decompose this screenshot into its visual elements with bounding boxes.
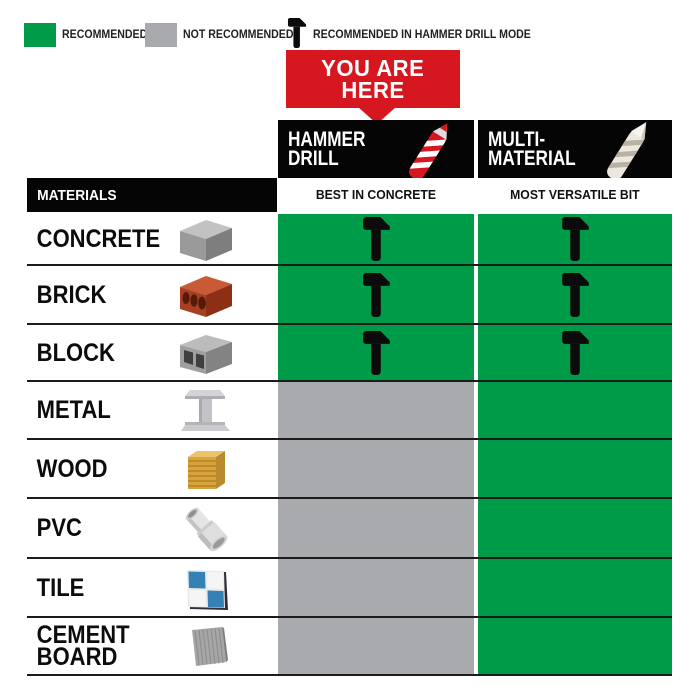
- column-gap: [474, 499, 478, 557]
- legend-not-recommended-label: NOT RECOMMENDED: [183, 29, 294, 41]
- hammer-mode-icon: [287, 18, 307, 48]
- table-row: TILE: [27, 559, 672, 618]
- materials-header-bar: MATERIALS: [27, 178, 277, 212]
- column-gap: [474, 266, 478, 323]
- multi-material-cell: [478, 499, 672, 557]
- material-cell: CEMENT BOARD: [27, 618, 277, 674]
- hammer-drill-cell: [278, 214, 474, 264]
- table-row: WOOD: [27, 440, 672, 499]
- column-gap: [474, 214, 478, 264]
- material-label: BRICK: [36, 280, 107, 309]
- metal-image: [174, 386, 238, 434]
- multi-material-header: MULTI- MATERIAL: [478, 120, 672, 178]
- banner-line1: YOU ARE: [321, 55, 425, 81]
- hammer-drill-cell: [278, 499, 474, 557]
- hammer-drill-title-line1: HAMMER: [288, 128, 366, 151]
- column-gap: [474, 325, 478, 380]
- material-cell: PVC: [27, 499, 277, 557]
- multi-material-cell: [478, 325, 672, 380]
- material-label: BLOCK: [36, 338, 115, 367]
- table-row: METAL: [27, 382, 672, 440]
- hammer-drill-cell: [278, 325, 474, 380]
- hammer-mode-icon: [363, 273, 390, 317]
- material-cell: WOOD: [27, 440, 277, 497]
- multi-material-cell: [478, 618, 672, 674]
- table-row: CONCRETE: [27, 214, 672, 266]
- column-gap: [474, 440, 478, 497]
- column-gap: [474, 382, 478, 438]
- not-recommended-swatch: [145, 23, 177, 47]
- hammer-drill-cell: [278, 382, 474, 438]
- table-row: BRICK: [27, 266, 672, 325]
- material-label: METAL: [36, 396, 111, 424]
- hammer-mode-icon: [363, 331, 390, 375]
- banner-line2: HERE: [341, 77, 405, 103]
- brick-image: [174, 271, 238, 319]
- table-row: PVC: [27, 499, 672, 559]
- material-label: CEMENT BOARD: [36, 621, 130, 671]
- multi-material-subtitle: MOST VERSATILE BIT: [510, 187, 640, 202]
- material-cell: TILE: [27, 559, 277, 616]
- wood-image: [174, 445, 238, 493]
- hammer-drill-cell: [278, 559, 474, 616]
- table-row: CEMENT BOARD: [27, 618, 672, 676]
- material-label: TILE: [36, 573, 85, 602]
- material-cell: METAL: [27, 382, 277, 438]
- column-gap: [474, 618, 478, 674]
- multi-material-title-line1: MULTI-: [488, 128, 546, 151]
- recommended-swatch: [24, 23, 56, 47]
- legend-recommended-label: RECOMMENDED: [62, 29, 148, 41]
- white-multi-bit-image: [604, 122, 647, 178]
- hammer-drill-header: HAMMER DRILL: [278, 120, 474, 178]
- multi-material-cell: [478, 214, 672, 264]
- materials-header-label: MATERIALS: [37, 186, 117, 204]
- pvc-image: [174, 504, 238, 552]
- multi-material-cell: [478, 382, 672, 438]
- block-image: [174, 329, 238, 377]
- material-cell: BLOCK: [27, 325, 277, 380]
- multi-material-cell: [478, 266, 672, 323]
- material-label: WOOD: [36, 454, 108, 483]
- materials-table-rows: CONCRETE BRICK BLOCK METAL WOOD PVC TILE CEMENT…: [27, 214, 672, 676]
- column-gap: [474, 559, 478, 616]
- hammer-mode-icon: [562, 217, 589, 261]
- legend-hammer-mode-label: RECOMMENDED IN HAMMER DRILL MODE: [313, 29, 531, 41]
- you-are-here-banner: YOU ARE HERE: [286, 50, 460, 108]
- cement-board-image: [174, 622, 238, 670]
- hammer-mode-icon: [562, 331, 589, 375]
- multi-material-title-line2: MATERIAL: [488, 147, 576, 170]
- concrete-image: [174, 215, 238, 263]
- hammer-drill-subtitle: BEST IN CONCRETE: [315, 187, 437, 202]
- hammer-drill-cell: [278, 618, 474, 674]
- material-label: PVC: [36, 514, 82, 542]
- hammer-mode-icon: [562, 273, 589, 317]
- hammer-drill-title-line2: DRILL: [288, 147, 339, 170]
- red-masonry-bit-image: [406, 123, 449, 178]
- hammer-drill-cell: [278, 266, 474, 323]
- multi-material-cell: [478, 440, 672, 497]
- material-cell: CONCRETE: [27, 214, 277, 264]
- material-cell: BRICK: [27, 266, 277, 323]
- multi-material-cell: [478, 559, 672, 616]
- table-row: BLOCK: [27, 325, 672, 382]
- tile-image: [174, 564, 238, 612]
- banner-pointer: [358, 107, 396, 124]
- material-label: CONCRETE: [36, 225, 161, 253]
- hammer-mode-icon: [363, 217, 390, 261]
- hammer-drill-cell: [278, 440, 474, 497]
